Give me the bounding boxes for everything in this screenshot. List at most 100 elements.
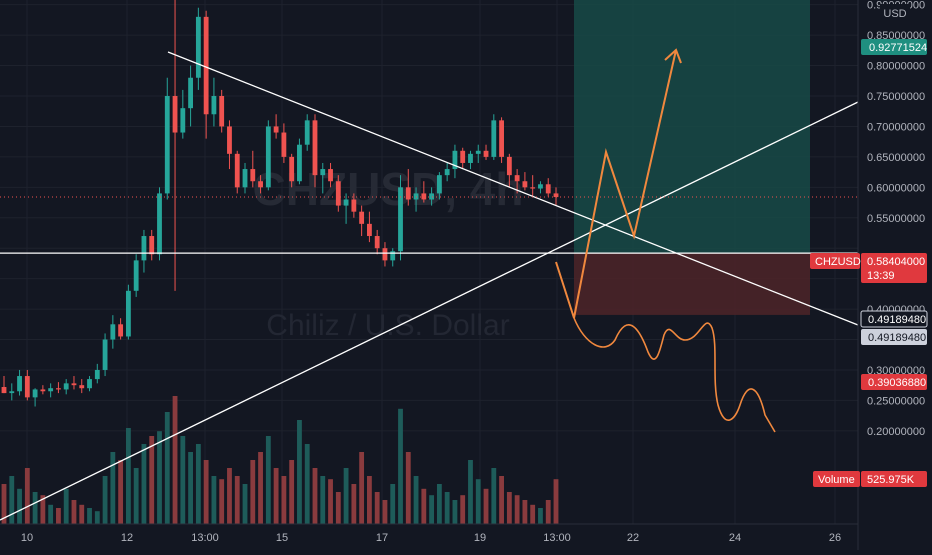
volume-bar <box>444 492 450 524</box>
candle-body <box>48 388 54 392</box>
volume-bar <box>475 479 481 524</box>
volume-value-text: 525.975K <box>867 474 915 486</box>
descending-trendline <box>167 51 859 326</box>
stop-price-tag <box>861 374 927 390</box>
candle-body <box>258 181 263 188</box>
candle-body <box>514 175 520 182</box>
volume-bar <box>390 484 396 524</box>
currency-label: USD <box>883 8 906 20</box>
candle-body <box>545 184 551 194</box>
candle-body <box>40 389 46 392</box>
stop-price-text: 0.39036880 <box>868 377 926 389</box>
volume-bar <box>452 500 458 524</box>
candle-body <box>468 153 473 163</box>
volume-bar <box>149 436 155 524</box>
volume-bar <box>180 436 186 524</box>
candle-body <box>328 169 333 182</box>
time-tick-label: 13:00 <box>543 532 571 544</box>
time-axis[interactable]: 10 12 13:00 15 17 19 13:00 22 24 26 <box>0 523 858 544</box>
candlesticks <box>1 0 559 407</box>
volume-bar <box>312 468 318 524</box>
volume-bar <box>320 476 326 524</box>
volume-bar <box>40 495 46 524</box>
volume-bar <box>429 495 435 524</box>
volume-bar <box>328 479 333 524</box>
candle-body <box>304 120 310 145</box>
volume-bar <box>118 460 124 524</box>
candle-body <box>366 223 372 237</box>
candle-body <box>359 211 365 224</box>
candle-body <box>234 153 240 188</box>
time-tick-label: 19 <box>474 532 486 544</box>
volume-bar <box>436 484 442 524</box>
ascending-trendline <box>0 101 859 521</box>
candle-body <box>94 369 100 380</box>
volume-bar <box>413 476 419 524</box>
current-symbol-text: CHZUSD <box>815 256 861 268</box>
trend-drawings[interactable] <box>0 48 859 521</box>
volume-bar <box>359 452 365 524</box>
volume-bar <box>17 488 22 524</box>
candle-body <box>118 324 124 337</box>
volume-bar <box>366 476 372 524</box>
candle-body <box>421 193 427 200</box>
volume-bar <box>110 452 116 524</box>
target-price-tag <box>861 39 927 55</box>
candle-body <box>79 385 85 389</box>
current-price-box <box>861 253 927 283</box>
candle-body <box>413 193 419 200</box>
volume-bar <box>483 488 489 524</box>
candle-body <box>32 389 38 398</box>
candle-body <box>56 388 61 390</box>
candle-body <box>297 144 302 182</box>
volume-bar <box>382 500 388 524</box>
position-zones[interactable] <box>574 0 810 315</box>
candle-body <box>24 376 30 398</box>
candle-body <box>460 150 466 163</box>
candle-body <box>63 383 69 390</box>
volume-bar <box>374 492 380 524</box>
candle-body <box>157 193 162 255</box>
candle-body <box>9 391 15 394</box>
candle-body <box>87 379 92 389</box>
volume-bar <box>172 396 178 524</box>
volume-bar <box>94 511 100 524</box>
volume-bar <box>102 476 108 524</box>
candle-body <box>499 120 504 157</box>
volume-bar <box>242 484 248 524</box>
candle-body <box>211 96 217 115</box>
candle-body <box>219 96 225 127</box>
volume-bar <box>87 508 92 524</box>
volume-bar <box>32 492 38 524</box>
volume-bar <box>258 452 263 524</box>
candle-body <box>335 181 341 206</box>
volume-bar <box>164 412 170 524</box>
volume-bar <box>265 436 271 524</box>
candle-body <box>320 169 326 176</box>
candle-body <box>351 199 357 212</box>
candle-body <box>281 132 287 157</box>
price-tags: USD 0.92771524 CHZUSD 0.58404000 13:39 0… <box>810 4 928 487</box>
candle-body <box>506 156 512 176</box>
time-tick-label: 17 <box>376 532 388 544</box>
volume-bar <box>506 492 512 524</box>
candle-body <box>553 193 559 198</box>
volume-bar <box>157 431 162 524</box>
volume-bar <box>514 495 520 524</box>
candle-body <box>227 126 232 154</box>
candle-body <box>149 236 155 255</box>
candle-body <box>125 290 131 337</box>
volume-bar <box>530 504 536 524</box>
level-price-text: 0.49189480 <box>868 314 926 326</box>
volume-bar <box>71 500 77 524</box>
volume-bar <box>195 444 201 524</box>
volume-bar <box>538 508 543 524</box>
candle-body <box>390 251 396 261</box>
candle-body <box>343 199 349 206</box>
candle-body <box>289 156 295 182</box>
volume-bar <box>398 408 403 524</box>
volume-bar <box>133 468 139 524</box>
candle-body <box>242 169 248 188</box>
